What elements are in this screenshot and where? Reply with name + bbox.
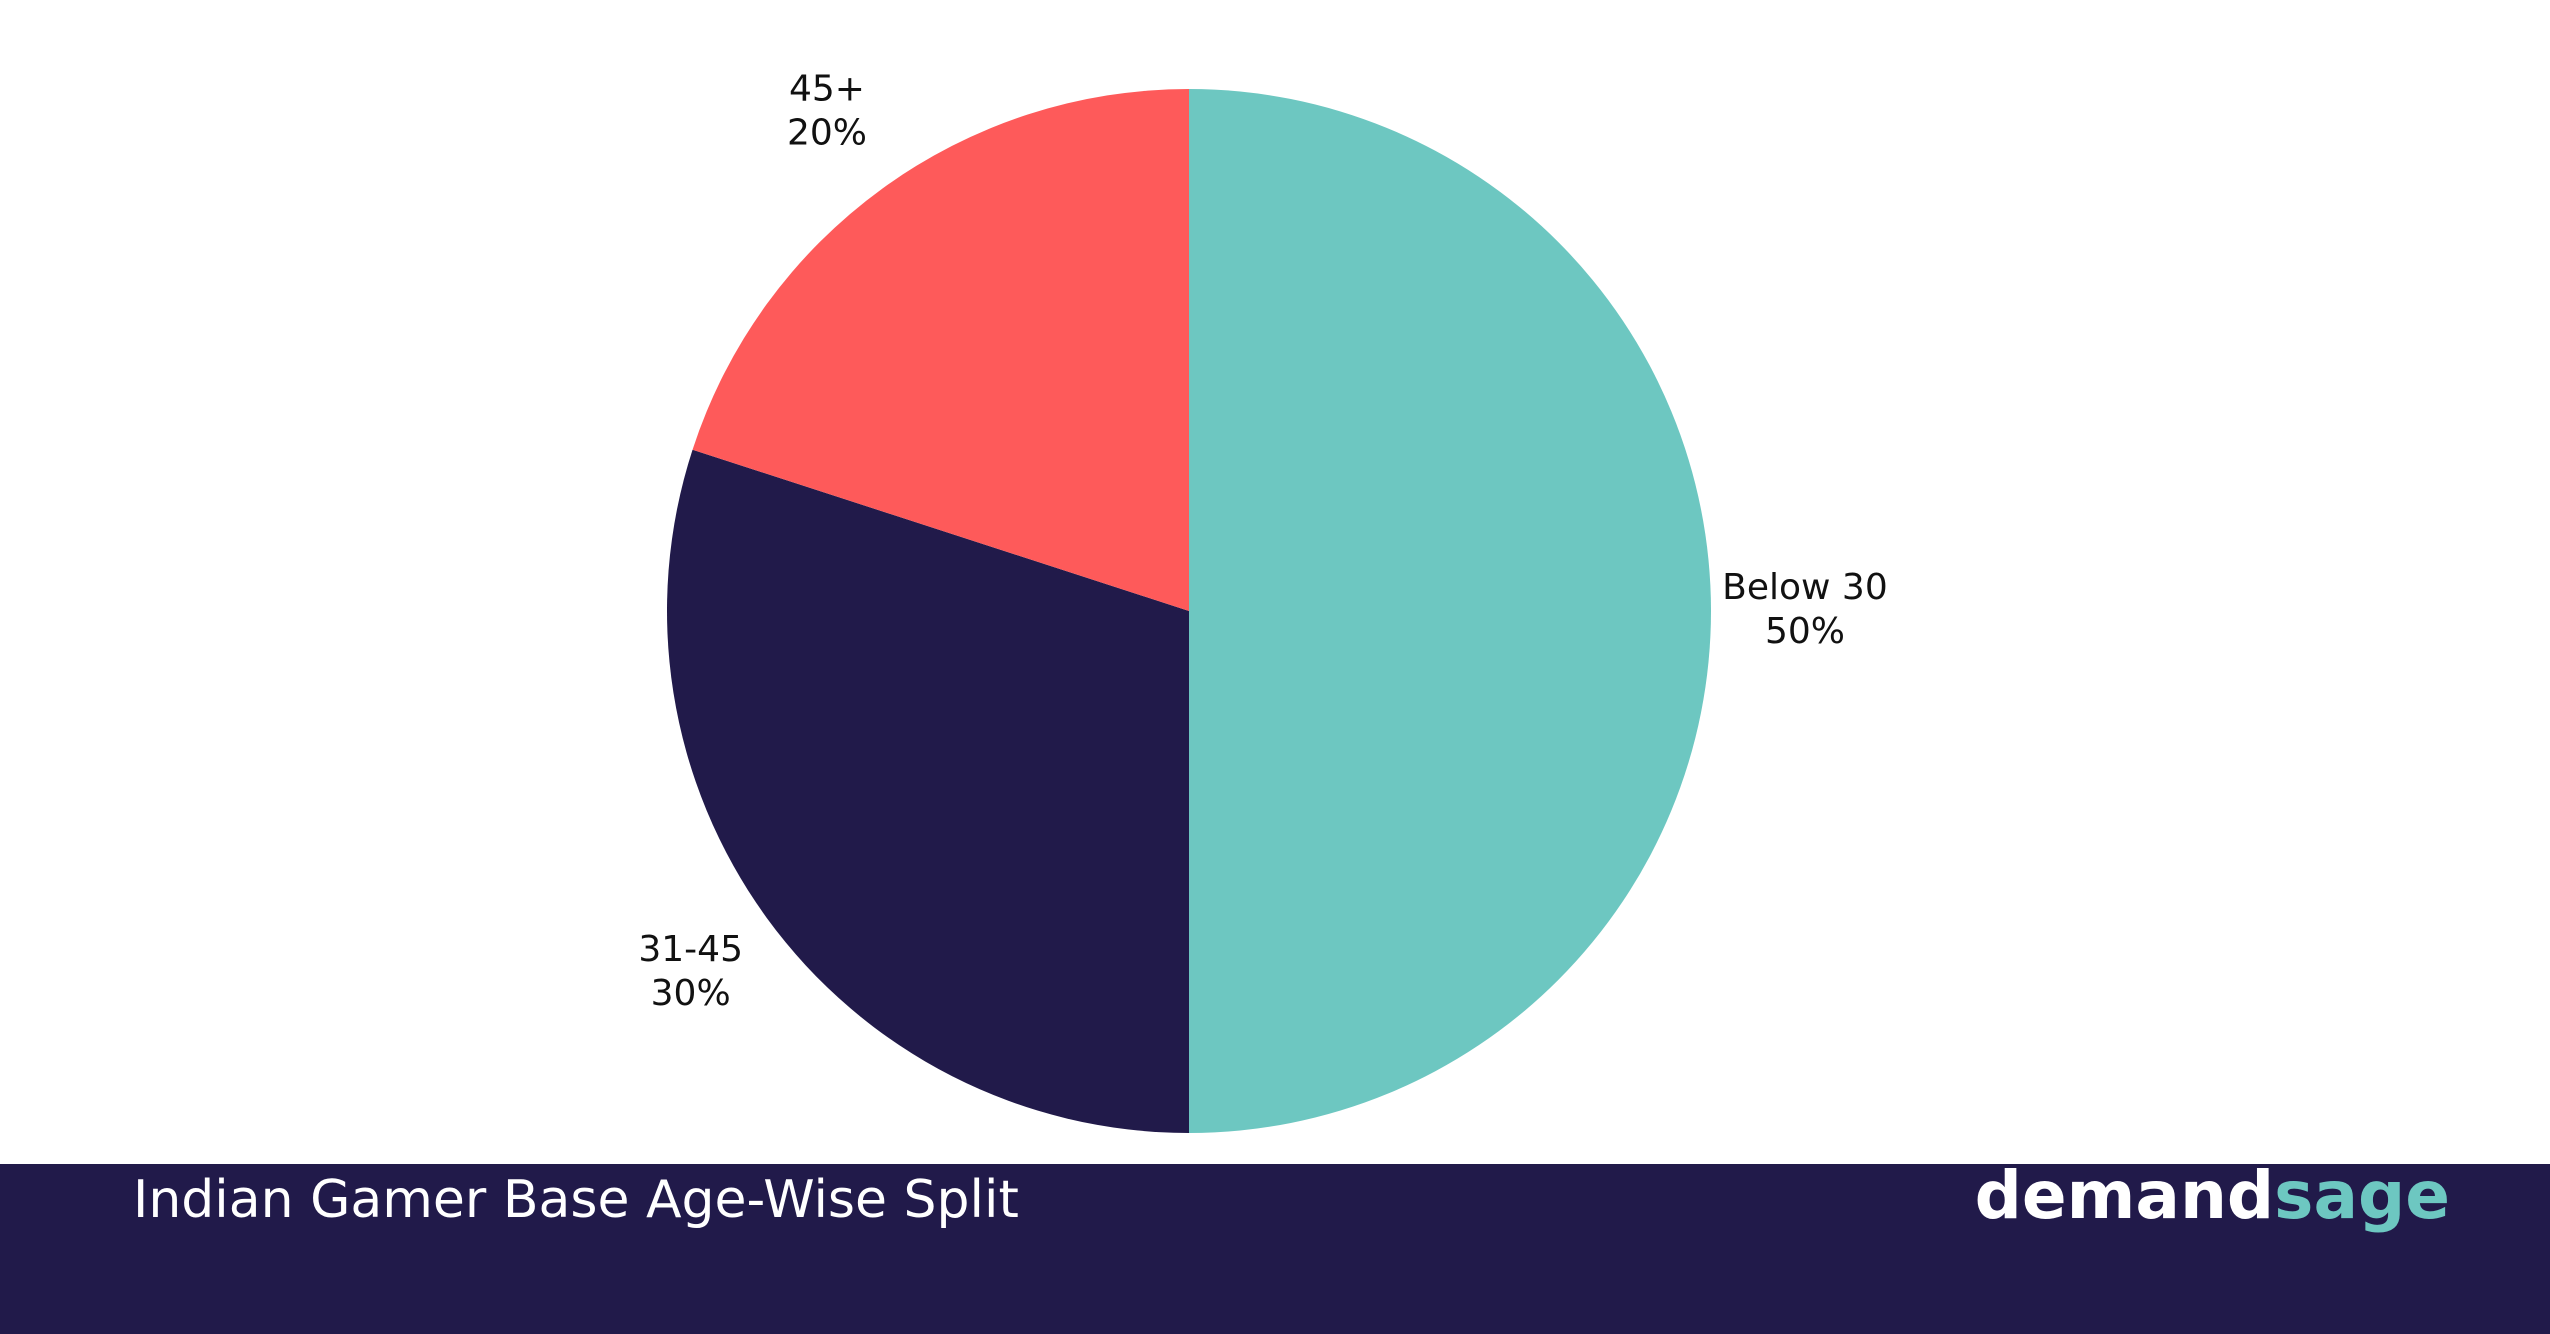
- pie-slice: [1189, 89, 1711, 1133]
- footer-bar: [0, 1164, 2550, 1334]
- pie-slice: [692, 89, 1189, 611]
- slice-value-label: 30%: [651, 973, 731, 1014]
- pie-slice: [666, 449, 1189, 1133]
- chart-title: Indian Gamer Base Age-Wise Split: [133, 1170, 1019, 1230]
- slice-label: Below 30: [1722, 567, 1888, 608]
- slice-value-label: 50%: [1765, 611, 1845, 652]
- slice-label: 31-45: [638, 929, 743, 970]
- slice-value-label: 20%: [787, 113, 867, 154]
- slice-label: 45+: [789, 69, 865, 110]
- brand-part: demand: [1975, 1157, 2275, 1234]
- brand-part: sage: [2274, 1157, 2450, 1234]
- brand-logo: demandsage: [1975, 1157, 2450, 1234]
